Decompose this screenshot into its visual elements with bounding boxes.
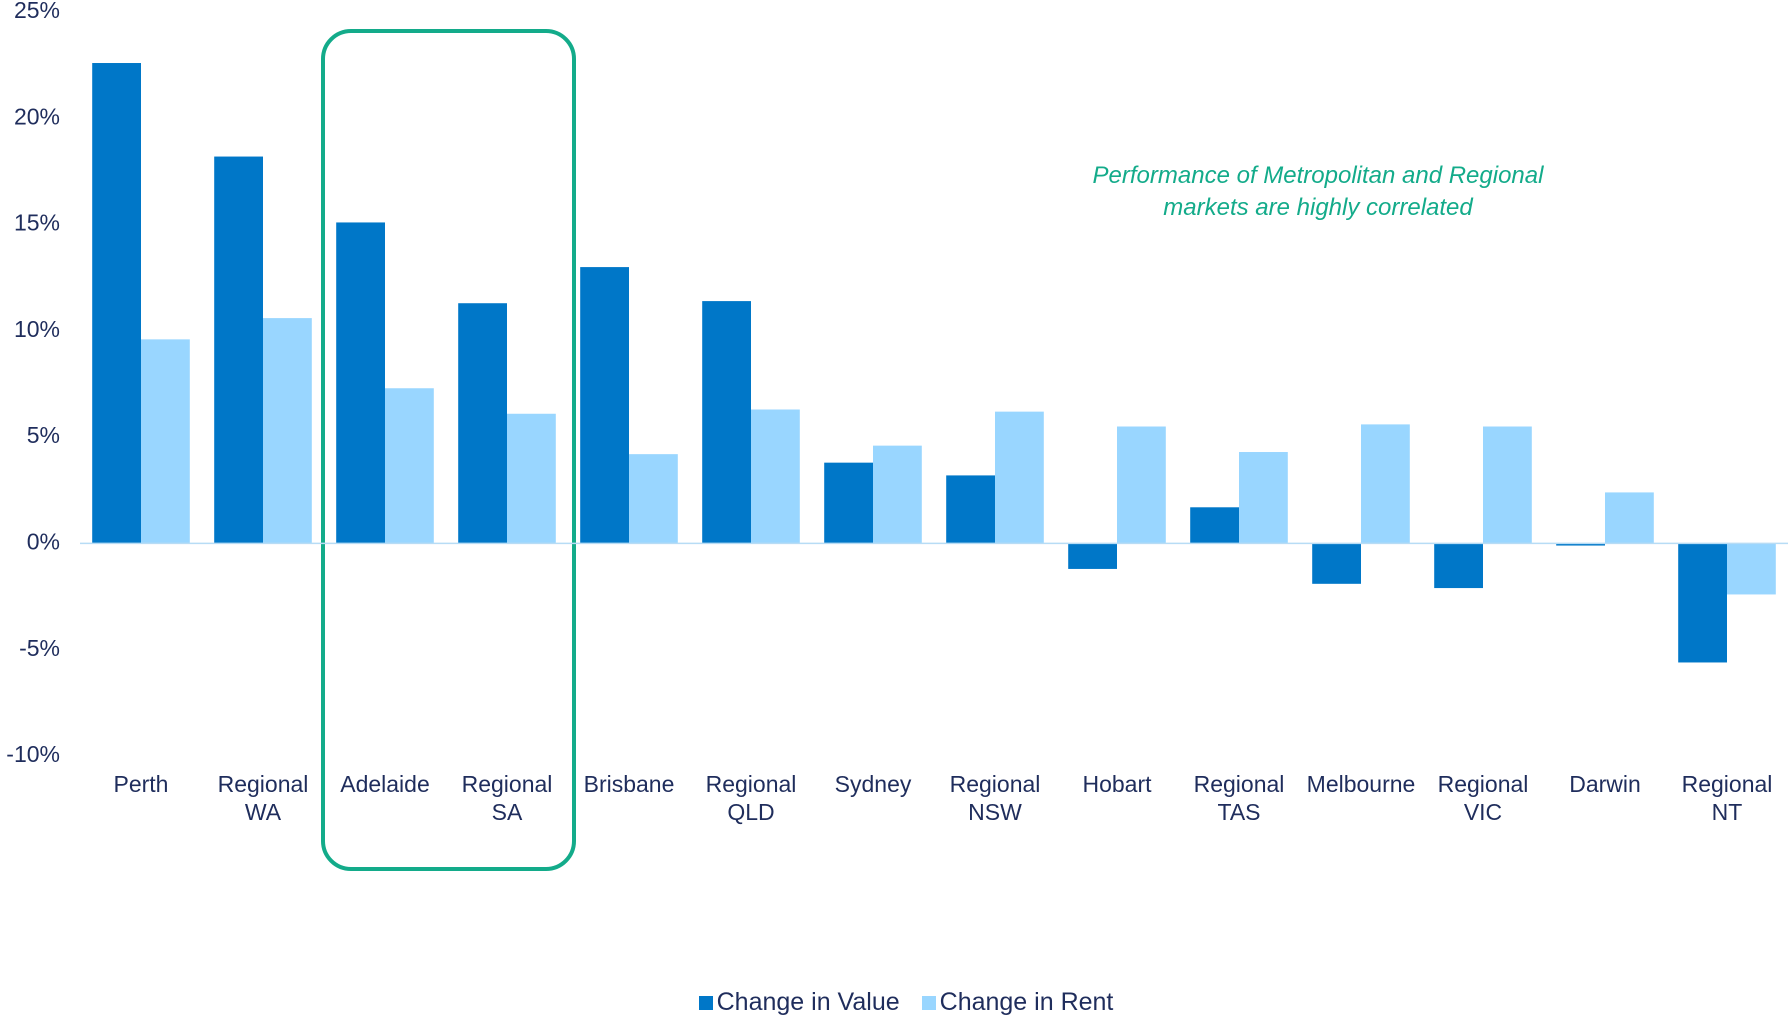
bar bbox=[1556, 543, 1605, 546]
bar bbox=[580, 267, 629, 544]
x-tick-label: Regional NT bbox=[1681, 771, 1773, 825]
bar bbox=[1239, 452, 1288, 544]
bar bbox=[458, 303, 507, 544]
y-tick-label: 0% bbox=[27, 529, 60, 555]
y-tick-label: 25% bbox=[14, 0, 60, 23]
x-tick-label: Perth bbox=[113, 771, 169, 797]
legend-label: Change in Rent bbox=[939, 988, 1114, 1016]
x-tick-label: Darwin bbox=[1569, 771, 1641, 797]
bar bbox=[1068, 543, 1117, 569]
bar bbox=[873, 445, 922, 544]
x-tick-label: Regional VIC bbox=[1437, 771, 1529, 825]
y-tick-label: 20% bbox=[14, 103, 60, 129]
bar bbox=[1361, 424, 1410, 544]
bar bbox=[1434, 543, 1483, 589]
bar bbox=[263, 318, 312, 544]
x-tick-label: Regional QLD bbox=[705, 771, 797, 825]
legend-swatch bbox=[921, 996, 936, 1010]
x-tick-label: Adelaide bbox=[340, 771, 430, 797]
x-tick-label: Hobart bbox=[1082, 771, 1152, 797]
annotation: Performance of Metropolitan and Regional… bbox=[1092, 162, 1544, 221]
x-tick-label: Regional SA bbox=[461, 771, 553, 825]
bar bbox=[507, 413, 556, 544]
y-tick-label: -5% bbox=[19, 635, 60, 661]
bar bbox=[1678, 543, 1727, 663]
x-tick-label: Brisbane bbox=[583, 771, 675, 797]
bar bbox=[92, 63, 141, 544]
x-tick-label: Sydney bbox=[834, 771, 912, 797]
y-tick-label: 5% bbox=[27, 422, 60, 448]
x-tick-label: Regional WA bbox=[217, 771, 309, 825]
legend-label: Change in Value bbox=[716, 988, 900, 1016]
bar bbox=[1312, 543, 1361, 584]
y-tick-label: 15% bbox=[14, 210, 60, 236]
highlight-box bbox=[321, 29, 576, 871]
bar bbox=[751, 409, 800, 544]
bar bbox=[1605, 492, 1654, 544]
bar bbox=[702, 301, 751, 544]
legend: Change in Value Change in Rent bbox=[0, 988, 1790, 1017]
bar bbox=[629, 454, 678, 544]
x-tick-label: Melbourne bbox=[1306, 771, 1416, 797]
y-tick-label: 10% bbox=[14, 316, 60, 342]
bar bbox=[336, 222, 385, 544]
bar bbox=[946, 475, 995, 544]
bar bbox=[1190, 507, 1239, 544]
bar bbox=[995, 411, 1044, 544]
bar bbox=[385, 388, 434, 544]
bar bbox=[1483, 426, 1532, 544]
y-tick-label: -10% bbox=[6, 741, 60, 767]
bar bbox=[824, 462, 873, 544]
bar bbox=[214, 156, 263, 544]
x-tick-label: Regional TAS bbox=[1193, 771, 1285, 825]
x-tick-label: Regional NSW bbox=[949, 771, 1041, 825]
bar bbox=[141, 339, 190, 544]
legend-swatch bbox=[698, 996, 713, 1010]
bar bbox=[1117, 426, 1166, 544]
bar bbox=[1727, 543, 1776, 595]
